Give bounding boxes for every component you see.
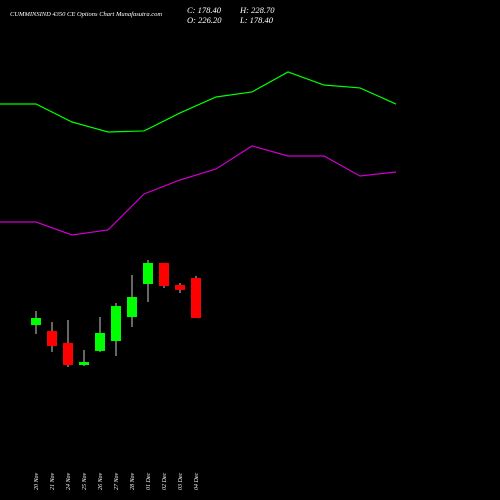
candle-body [79,362,89,366]
x-tick-label: 26 Nov [98,472,104,490]
candle-body [95,332,105,351]
candle-body [31,317,41,326]
x-tick-label: 03 Dec [178,473,184,490]
low-label: L: 178.40 [239,15,274,25]
x-tick-label: 02 Dec [162,473,168,490]
x-tick-label: 20 Nov [34,472,40,490]
band-line [0,145,397,236]
close-label: C: 178.40 [187,5,222,15]
x-tick-label: 25 Nov [82,472,88,490]
candle-body [159,263,169,287]
x-tick-label: 28 Nov [130,472,136,490]
x-tick-label: 27 Nov [114,472,120,490]
band-line [0,71,397,133]
x-tick-label: 01 Dec [146,473,152,490]
candle-body [63,343,73,366]
candle-body [191,277,201,318]
candle-body [175,285,185,290]
chart-title: CUMMINSIND 4350 CE Options Chart Munafas… [10,11,162,18]
candle-body [111,306,121,342]
candle-body [127,296,137,317]
x-tick-label: 21 Nov [50,472,56,490]
open-label: O: 226.20 [187,15,222,25]
high-label: H: 228.70 [239,5,275,15]
x-tick-label: 24 Nov [65,472,72,490]
candle-body [143,263,153,285]
x-tick-label: 04 Dec [193,473,200,490]
candle-body [47,330,57,347]
